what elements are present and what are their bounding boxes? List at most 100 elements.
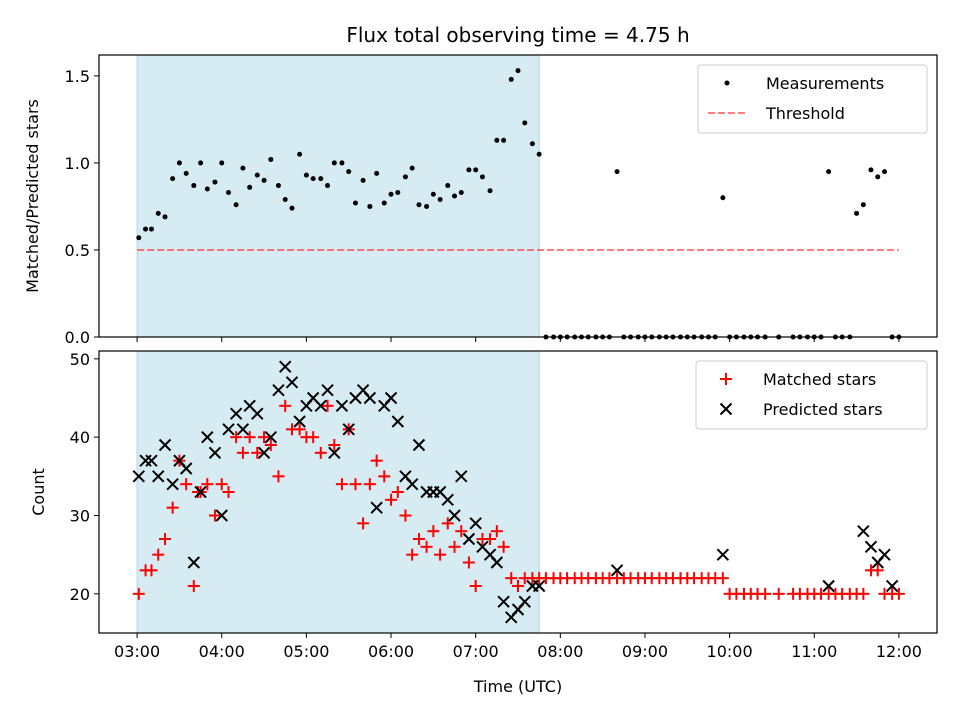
predicted-stars-point — [166, 477, 179, 491]
predicted-stars-point — [455, 470, 468, 483]
measurements-point — [275, 183, 281, 189]
y-tick-label: 50 — [70, 350, 90, 369]
predicted-stars-point — [462, 532, 476, 546]
measurements-point — [254, 172, 260, 178]
predicted-stars-point — [405, 477, 419, 491]
measurements-point — [416, 202, 422, 208]
measurements-point — [529, 141, 535, 147]
top-panel-series — [136, 68, 902, 340]
matched-stars-point — [321, 399, 334, 412]
predicted-stars-point — [469, 517, 482, 530]
measurements-point — [170, 176, 176, 182]
predicted-stars-point — [857, 524, 870, 538]
measurements-point — [515, 68, 521, 74]
predicted-stars-point — [293, 415, 306, 428]
predicted-stars-point — [285, 376, 299, 389]
measurements-point — [310, 176, 316, 182]
y-tick-label: 30 — [70, 507, 90, 526]
predicted-stars-point — [363, 391, 377, 405]
legend-marker-matched-stars — [720, 373, 732, 385]
measurements-point — [445, 183, 451, 189]
matched-stars-point — [145, 564, 158, 577]
matched-stars-point — [892, 587, 905, 600]
x-tick-label: 07:00 — [453, 642, 499, 661]
measurements-point — [522, 120, 528, 126]
predicted-stars-point — [251, 407, 264, 420]
measurements-point — [183, 170, 189, 176]
top-panel-x-ticks — [136, 337, 900, 342]
x-tick-label: 11:00 — [791, 642, 837, 661]
bottom-panel-frame — [98, 350, 938, 634]
measurements-point — [176, 160, 182, 166]
x-axis-label: Time (UTC) — [473, 677, 562, 696]
x-tick-label: 03:00 — [114, 642, 160, 661]
matched-stars-point — [279, 399, 292, 412]
legend-marker-predicted-stars — [719, 402, 733, 416]
predicted-stars-point — [342, 423, 355, 436]
predicted-stars-point — [412, 438, 426, 452]
matched-stars-point — [455, 525, 468, 538]
x-tick-label: 06:00 — [368, 642, 414, 661]
matched-stars-point — [201, 478, 214, 491]
matched-stars-point — [264, 439, 277, 451]
measurements-point — [536, 151, 542, 157]
matched-stars-point — [448, 540, 461, 553]
matched-stars-point — [132, 587, 145, 600]
measurements-point — [487, 188, 493, 194]
bottom-panel-x-ticks: 03:00 04:00 05:00 06:00 07:00 08:00 09:00 10:00… — [114, 633, 922, 661]
predicted-stars-point — [208, 446, 222, 460]
bottom-panel-series — [132, 360, 905, 624]
matched-stars-point — [427, 525, 440, 538]
measurements-point — [508, 76, 514, 82]
matched-stars-point — [434, 548, 447, 561]
matched-stars-point — [385, 493, 398, 506]
measurements-point — [219, 160, 225, 166]
measurements-point — [437, 196, 443, 202]
measurements-point — [614, 169, 620, 175]
legend-box — [695, 360, 928, 430]
measurements-point — [346, 169, 352, 175]
measurements-point — [479, 174, 485, 180]
matched-stars-point — [236, 446, 249, 459]
matched-stars-point — [293, 423, 306, 436]
measurements-point — [247, 184, 253, 190]
measurements-point — [402, 174, 408, 180]
measurements-point — [374, 170, 380, 176]
matched-stars-point — [307, 431, 320, 444]
matched-stars-point — [230, 431, 243, 444]
matched-stars-point — [497, 540, 510, 553]
measurements-point — [136, 235, 142, 241]
predicted-stars-point — [610, 564, 624, 577]
y-tick-label: 40 — [70, 428, 90, 447]
predicted-stars-point — [822, 579, 835, 593]
measurements-point — [875, 174, 881, 180]
predicted-stars-point — [179, 462, 193, 475]
matched-stars-point — [406, 548, 419, 561]
measurements-point — [826, 169, 832, 175]
predicted-stars-point — [279, 360, 292, 373]
matched-stars-point — [412, 533, 425, 545]
matched-stars-point — [378, 470, 391, 483]
predicted-stars-point — [132, 470, 145, 483]
legend-box — [697, 64, 928, 134]
top-panel: 0.0 0.5 1.0 1.5 Matched/Predicted stars Mea… — [23, 54, 938, 347]
matched-stars-point — [399, 509, 412, 522]
measurements-point — [289, 205, 295, 211]
matched-stars-point — [215, 478, 228, 491]
legend-label-predicted-stars: Predicted stars — [763, 400, 883, 419]
matched-stars-point — [469, 580, 482, 592]
predicted-stars-point — [236, 423, 250, 436]
chart-title: Flux total observing time = 4.75 h — [346, 23, 689, 47]
predicted-stars-point — [194, 485, 207, 499]
matched-stars-point — [159, 533, 172, 545]
measurements-point — [430, 191, 436, 197]
matched-stars-point — [420, 540, 433, 553]
x-tick-label: 12:00 — [876, 642, 922, 661]
y-tick-label: 20 — [70, 585, 90, 604]
matched-stars-point — [180, 478, 193, 491]
measurements-point — [473, 167, 479, 173]
predicted-stars-point — [314, 399, 327, 413]
predicted-stars-point — [370, 501, 383, 514]
legend-marker-measurements — [724, 80, 730, 86]
